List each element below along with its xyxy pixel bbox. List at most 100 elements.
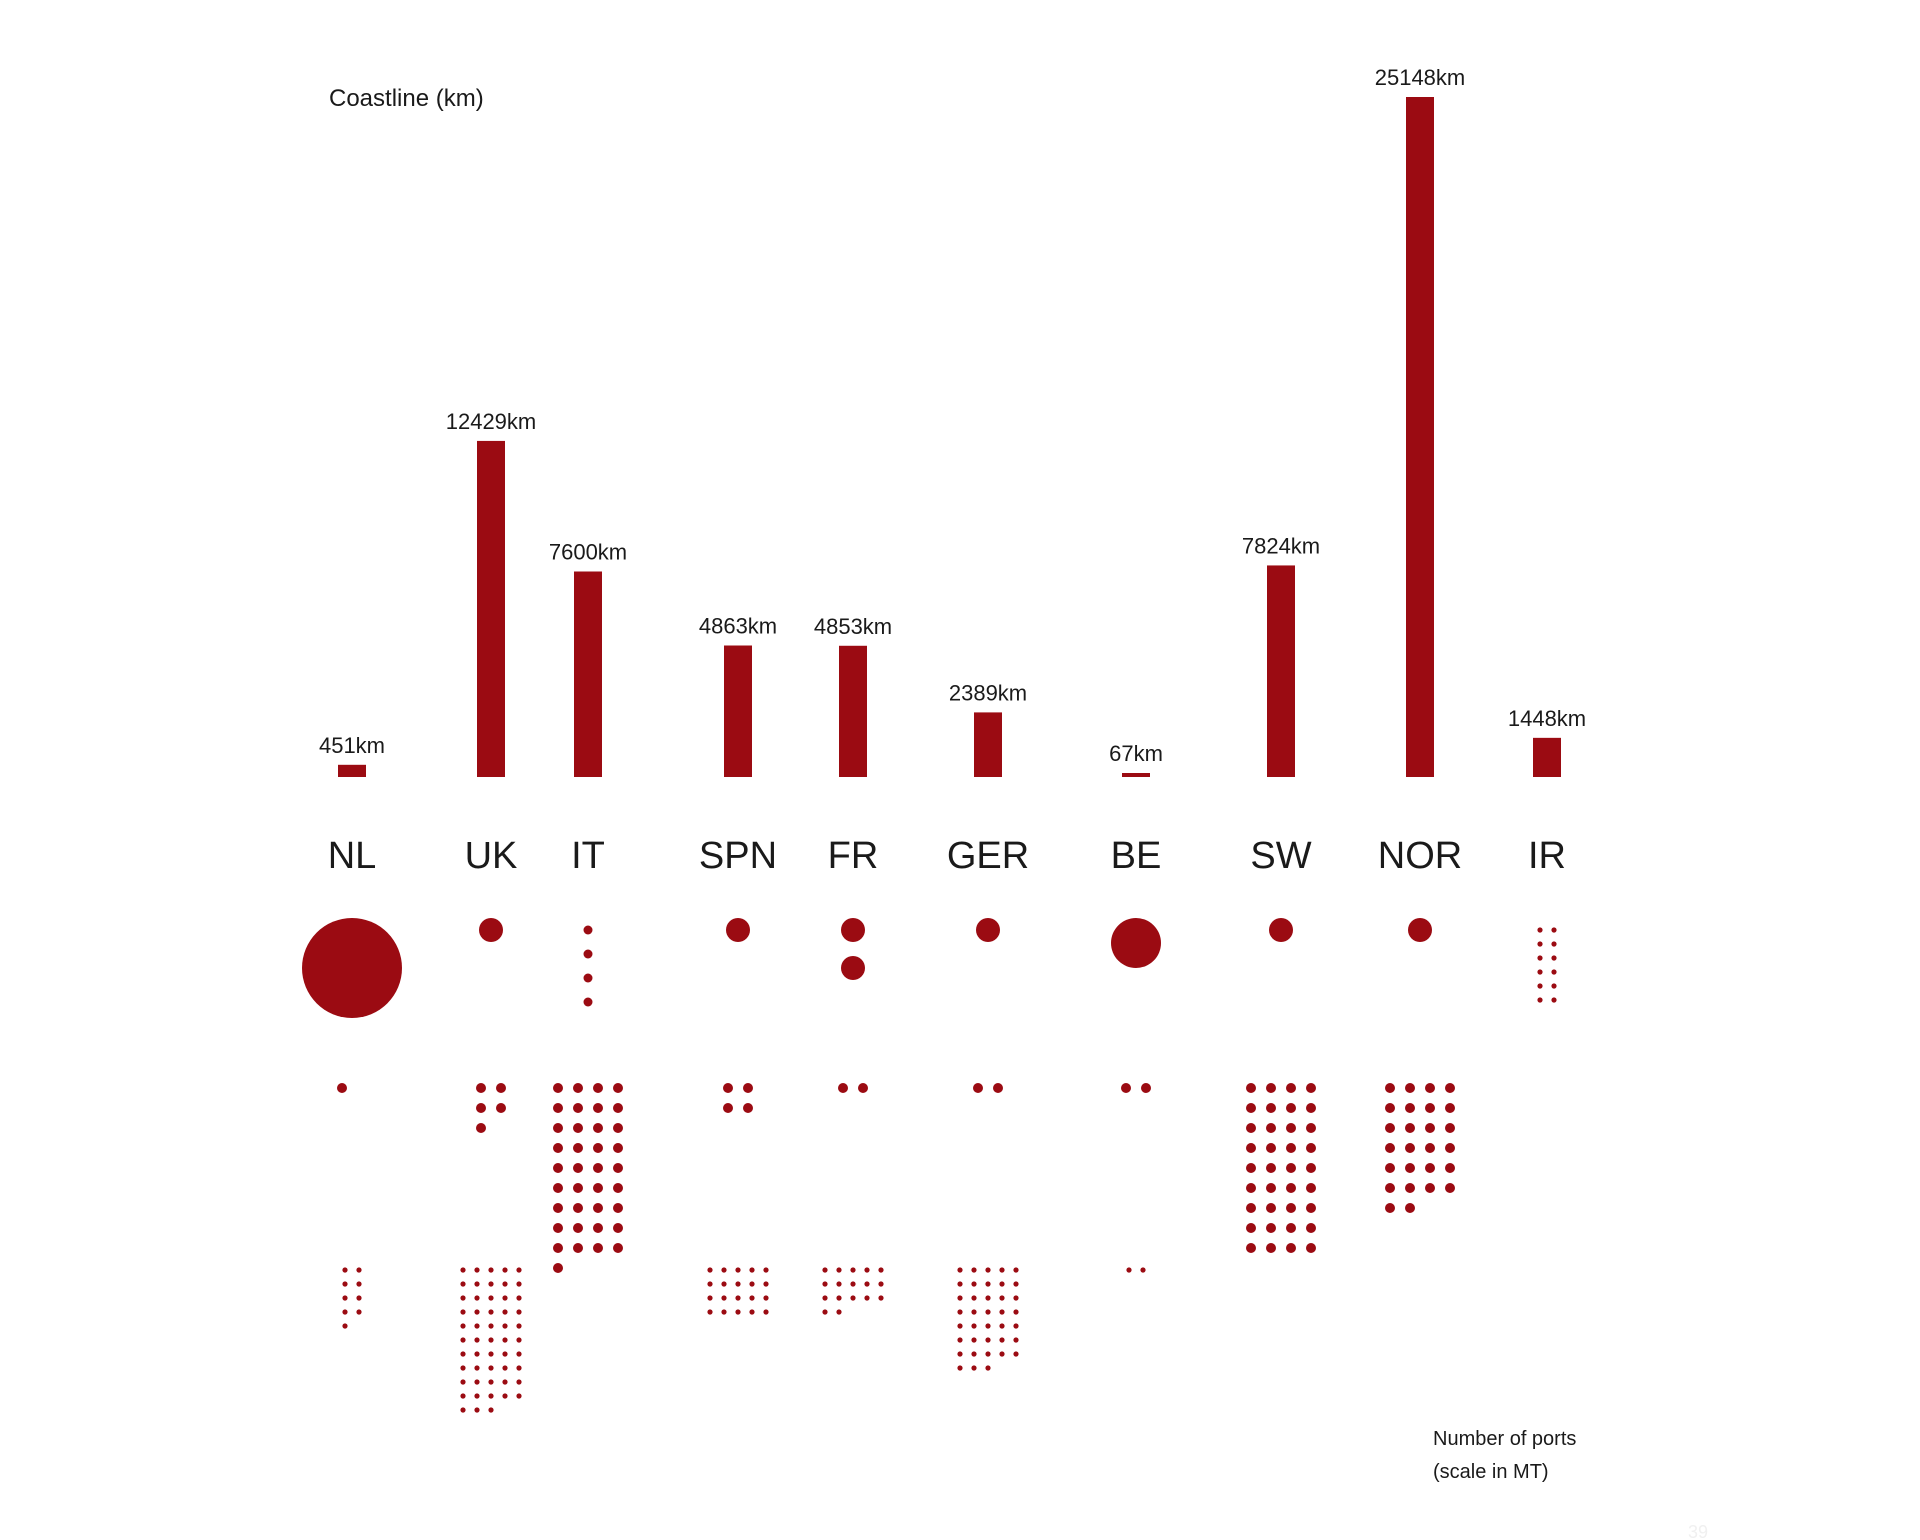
port-dot-ir	[1551, 955, 1557, 961]
port-dot-ger	[985, 1337, 991, 1343]
country-labels-group: NL UK IT SPN FR GER BE SW NOR IR	[328, 835, 1566, 877]
port-dot-it	[573, 1243, 583, 1253]
port-dot-uk	[460, 1295, 466, 1301]
port-dot-uk	[488, 1295, 494, 1301]
country-label-uk: UK	[465, 835, 518, 877]
port-dot-nor	[1405, 1123, 1415, 1133]
port-dot-uk	[488, 1379, 494, 1385]
port-dot-ir	[1551, 927, 1557, 933]
port-dot-sw	[1246, 1103, 1256, 1113]
port-dot-it	[613, 1243, 623, 1253]
port-dot-sw	[1246, 1203, 1256, 1213]
country-label-nor: NOR	[1378, 835, 1462, 877]
port-dot-fr	[841, 956, 865, 980]
port-dot-sw	[1306, 1243, 1316, 1253]
port-dot-uk	[474, 1281, 480, 1287]
port-dot-uk	[460, 1337, 466, 1343]
port-dot-nl	[342, 1323, 348, 1329]
port-dot-sw	[1286, 1103, 1296, 1113]
port-dot-spn	[749, 1295, 755, 1301]
port-dot-ger	[971, 1281, 977, 1287]
port-dot-sw	[1306, 1223, 1316, 1233]
port-dot-it	[593, 1083, 603, 1093]
port-dot-it	[593, 1103, 603, 1113]
port-dot-it	[553, 1103, 563, 1113]
port-dot-uk	[474, 1323, 480, 1329]
port-dot-ger	[971, 1267, 977, 1273]
port-dot-uk	[460, 1267, 466, 1273]
port-dot-sw	[1266, 1143, 1276, 1153]
port-dot-uk	[460, 1281, 466, 1287]
port-dot-uk	[474, 1295, 480, 1301]
port-dot-it	[553, 1243, 563, 1253]
port-dot-fr	[850, 1295, 856, 1301]
port-dot-it	[613, 1183, 623, 1193]
port-dot-nl	[342, 1295, 348, 1301]
port-dot-sw	[1266, 1103, 1276, 1113]
country-label-fr: FR	[828, 835, 879, 877]
port-dot-it	[583, 973, 593, 983]
port-dot-ger	[985, 1351, 991, 1357]
value-label-ger: 2389km	[949, 680, 1027, 705]
port-dot-it	[553, 1143, 563, 1153]
port-dot-ger	[957, 1351, 963, 1357]
port-dot-uk	[488, 1407, 494, 1413]
port-dot-uk	[502, 1379, 508, 1385]
port-dot-spn	[749, 1281, 755, 1287]
value-label-nl: 451km	[319, 733, 385, 758]
port-dot-uk	[516, 1281, 522, 1287]
port-dot-nor	[1385, 1083, 1395, 1093]
port-dot-fr	[850, 1267, 856, 1273]
port-dot-uk	[474, 1407, 480, 1413]
port-dot-sw	[1306, 1183, 1316, 1193]
port-dot-uk	[476, 1103, 486, 1113]
port-dot-ger	[999, 1323, 1005, 1329]
port-dot-ger	[1013, 1351, 1019, 1357]
port-dot-it	[553, 1183, 563, 1193]
port-dot-sw	[1286, 1083, 1296, 1093]
port-dot-fr	[836, 1295, 842, 1301]
port-dot-uk	[488, 1393, 494, 1399]
port-dot-ger	[971, 1365, 977, 1371]
port-dot-spn	[707, 1281, 713, 1287]
port-dot-uk	[488, 1351, 494, 1357]
bar-ger	[974, 712, 1002, 777]
port-dot-ger	[957, 1337, 963, 1343]
port-dot-fr	[841, 918, 865, 942]
port-dot-nor	[1445, 1163, 1455, 1173]
port-dot-uk	[476, 1083, 486, 1093]
port-dot-ger	[1013, 1309, 1019, 1315]
port-dot-it	[613, 1163, 623, 1173]
port-dot-uk	[460, 1393, 466, 1399]
port-dot-ger	[999, 1281, 1005, 1287]
port-dot-sw	[1246, 1163, 1256, 1173]
bar-ir	[1533, 737, 1561, 777]
page-number: 39	[1688, 1522, 1708, 1540]
port-dot-be	[1140, 1267, 1146, 1273]
port-dot-uk	[516, 1267, 522, 1273]
port-dot-uk	[502, 1267, 508, 1273]
port-dot-nor	[1405, 1143, 1415, 1153]
port-dot-ger	[999, 1309, 1005, 1315]
port-dot-sw	[1306, 1203, 1316, 1213]
port-dot-uk	[502, 1295, 508, 1301]
port-dot-nl	[356, 1267, 362, 1273]
port-dot-sw	[1306, 1103, 1316, 1113]
port-dot-uk	[460, 1323, 466, 1329]
port-dot-it	[573, 1143, 583, 1153]
port-dot-uk	[502, 1365, 508, 1371]
port-dot-nor	[1445, 1103, 1455, 1113]
port-dot-nor	[1385, 1103, 1395, 1113]
port-dot-nor	[1385, 1163, 1395, 1173]
country-label-it: IT	[571, 835, 605, 877]
port-dot-spn	[749, 1267, 755, 1273]
port-dot-ger	[999, 1337, 1005, 1343]
port-dot-nl	[342, 1281, 348, 1287]
port-dot-it	[583, 925, 593, 935]
port-dot-ger	[1013, 1337, 1019, 1343]
country-label-sw: SW	[1250, 835, 1311, 877]
port-dot-it	[593, 1183, 603, 1193]
port-dot-ger	[957, 1365, 963, 1371]
port-dot-sw	[1306, 1123, 1316, 1133]
value-label-be: 67km	[1109, 741, 1163, 766]
